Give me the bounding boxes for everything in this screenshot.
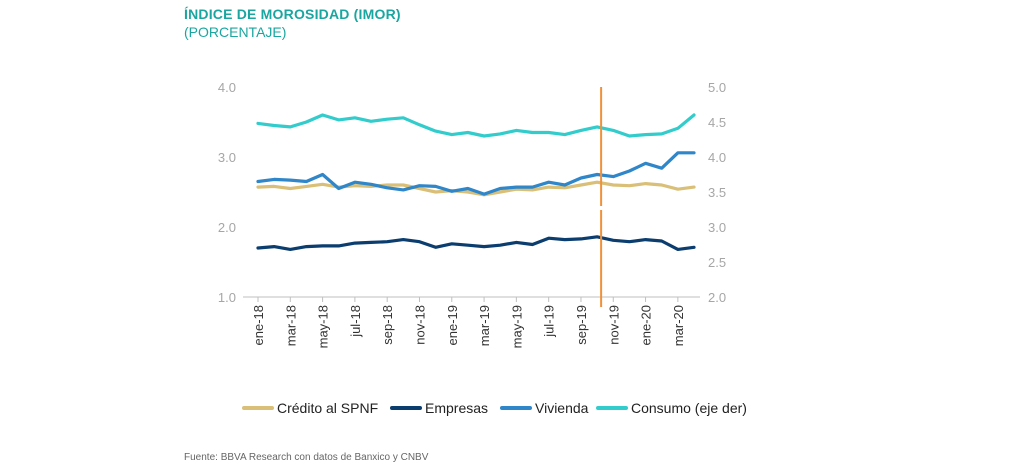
series-line (256, 180, 696, 197)
x-tick-label: nov-19 (606, 305, 621, 345)
legend-label: Empresas (425, 400, 488, 416)
y-right-tick-label: 5.0 (708, 80, 726, 95)
x-tick-label: nov-18 (412, 305, 427, 345)
y-right-tick-label: 4.0 (708, 150, 726, 165)
x-tick-label: may-19 (509, 305, 524, 348)
axes-layer: 1.0 2.0 3.0 4.0 2.0 2.5 3.0 3.5 4.0 4.5 5.0 ene-18 m… (218, 80, 726, 348)
source-note: Fuente: BBVA Research con datos de Banxi… (184, 452, 429, 463)
x-tick-label: mar-19 (477, 305, 492, 346)
series-line (256, 151, 696, 196)
x-tick-label: mar-18 (283, 305, 298, 346)
series-line (256, 113, 696, 138)
series-layer (256, 87, 696, 307)
y-right-tick-label: 4.5 (708, 115, 726, 130)
x-tick-label: may-18 (316, 305, 331, 348)
x-tick-label: jul-18 (348, 305, 363, 338)
y-left-tick-label: 4.0 (218, 80, 236, 95)
y-right-tick-label: 3.5 (708, 185, 726, 200)
x-tick-label: sep-18 (380, 305, 395, 345)
y-right-tick-label: 2.0 (708, 290, 726, 305)
x-tick-label: ene-18 (251, 305, 266, 345)
x-tick-label: sep-19 (574, 305, 589, 345)
legend: Crédito al SPNF Empresas Vivienda Consumo (… (242, 400, 747, 416)
y-right-tick-label: 3.0 (708, 220, 726, 235)
legend-label: Consumo (eje der) (631, 400, 747, 416)
y-left-tick-label: 1.0 (218, 290, 236, 305)
legend-label: Crédito al SPNF (277, 400, 378, 416)
y-left-tick-label: 2.0 (218, 220, 236, 235)
y-right-tick-label: 2.5 (708, 255, 726, 270)
x-tick-label: ene-20 (639, 305, 654, 345)
x-tick-label: ene-19 (445, 305, 460, 345)
series-line (256, 235, 696, 251)
legend-label: Vivienda (535, 400, 589, 416)
x-tick-label: jul-19 (542, 305, 557, 338)
chart-title: ÍNDICE DE MOROSIDAD (IMOR) (184, 6, 401, 22)
chart-subtitle: (PORCENTAJE) (184, 24, 287, 40)
y-left-tick-label: 3.0 (218, 150, 236, 165)
x-tick-label: mar-20 (671, 305, 686, 346)
